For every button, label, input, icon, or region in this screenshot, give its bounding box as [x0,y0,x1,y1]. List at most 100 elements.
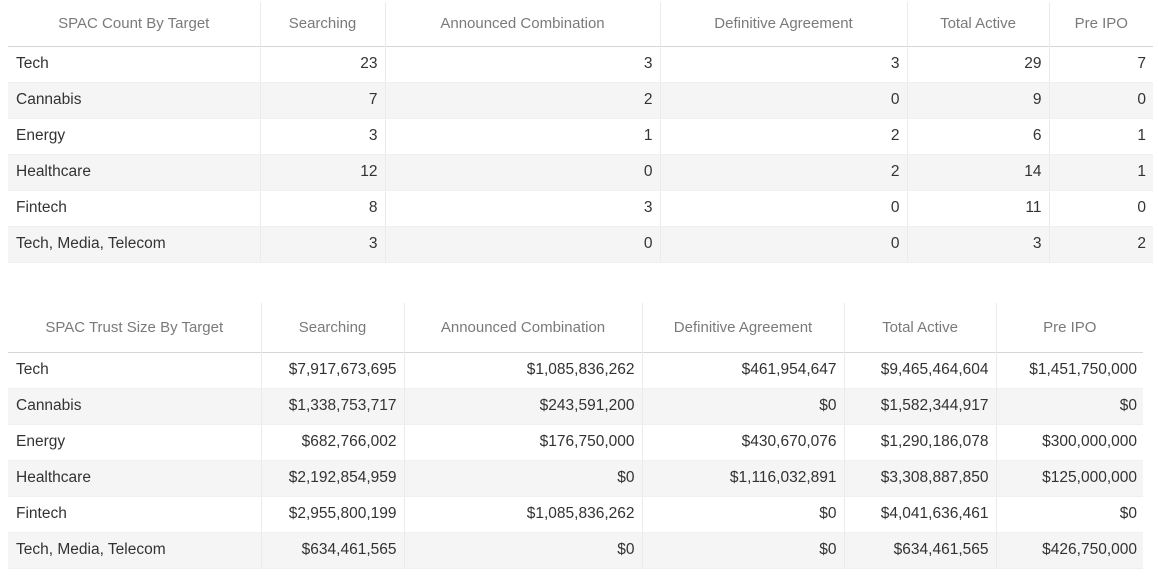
announced-combination-cell: 2 [384,82,660,119]
table-row: Healthcare 12 0 2 14 1 [8,154,1153,191]
table-row: Fintech 8 3 0 11 0 [8,190,1153,227]
definitive-agreement-cell: 2 [659,118,907,155]
announced-combination-cell: 1 [384,118,660,155]
total-active-cell: $1,582,344,917 [843,388,996,425]
searching-cell: $2,955,800,199 [260,496,404,533]
total-active-cell: $634,461,565 [843,532,996,569]
announced-combination-cell: $243,591,200 [403,388,642,425]
searching-cell: 3 [259,226,385,263]
column-header-announced-combination[interactable]: Announced Combination [403,303,642,352]
pre-ipo-cell: $1,451,750,000 [995,352,1143,389]
searching-cell: 3 [259,118,385,155]
column-header-pre-ipo[interactable]: Pre IPO [1048,2,1153,46]
pre-ipo-cell: 0 [1048,82,1153,119]
table-header-row: SPAC Count By Target Searching Announced… [8,2,1153,46]
definitive-agreement-cell: $0 [641,532,844,569]
total-active-cell: 3 [906,226,1049,263]
searching-cell: 8 [259,190,385,227]
column-header-searching[interactable]: Searching [260,303,404,352]
definitive-agreement-cell: $430,670,076 [641,424,844,461]
table-row: Tech 23 3 3 29 7 [8,46,1153,83]
searching-cell: 12 [259,154,385,191]
column-header-total-active[interactable]: Total Active [843,303,996,352]
announced-combination-cell: 0 [384,154,660,191]
column-header-searching[interactable]: Searching [259,2,385,46]
target-cell: Energy [8,424,261,461]
target-cell: Fintech [8,190,260,227]
total-active-cell: 11 [906,190,1049,227]
table-row: Tech, Media, Telecom $634,461,565 $0 $0 $634… [8,532,1143,569]
pre-ipo-cell: $0 [995,496,1143,533]
definitive-agreement-cell: 3 [659,46,907,83]
target-cell: Cannabis [8,82,260,119]
announced-combination-cell: 0 [384,226,660,263]
column-header-pre-ipo[interactable]: Pre IPO [995,303,1143,352]
total-active-cell: 14 [906,154,1049,191]
target-cell: Fintech [8,496,261,533]
target-cell: Tech [8,352,261,389]
announced-combination-cell: $176,750,000 [403,424,642,461]
column-header-announced-combination[interactable]: Announced Combination [384,2,660,46]
total-active-cell: $1,290,186,078 [843,424,996,461]
target-cell: Healthcare [8,460,261,497]
searching-cell: $7,917,673,695 [260,352,404,389]
target-cell: Tech, Media, Telecom [8,532,261,569]
table-row: Tech, Media, Telecom 3 0 0 3 2 [8,226,1153,263]
pre-ipo-cell: $426,750,000 [995,532,1143,569]
searching-cell: $1,338,753,717 [260,388,404,425]
definitive-agreement-cell: 2 [659,154,907,191]
target-cell: Tech, Media, Telecom [8,226,260,263]
definitive-agreement-cell: 0 [659,82,907,119]
announced-combination-cell: $0 [403,532,642,569]
definitive-agreement-cell: $1,116,032,891 [641,460,844,497]
total-active-cell: 6 [906,118,1049,155]
target-cell: Cannabis [8,388,261,425]
searching-cell: $2,192,854,959 [260,460,404,497]
table-row: Fintech $2,955,800,199 $1,085,836,262 $0 $4,… [8,496,1143,533]
column-header-definitive-agreement[interactable]: Definitive Agreement [659,2,907,46]
target-cell: Healthcare [8,154,260,191]
pre-ipo-cell: $300,000,000 [995,424,1143,461]
target-cell: Energy [8,118,260,155]
searching-cell: $682,766,002 [260,424,404,461]
searching-cell: 7 [259,82,385,119]
pre-ipo-cell: $125,000,000 [995,460,1143,497]
table-row: Energy $682,766,002 $176,750,000 $430,670,0… [8,424,1143,461]
target-cell: Tech [8,46,260,83]
searching-cell: 23 [259,46,385,83]
spac-trust-size-table: SPAC Trust Size By Target Searching Anno… [8,303,1143,569]
pre-ipo-cell: $0 [995,388,1143,425]
pre-ipo-cell: 1 [1048,154,1153,191]
total-active-cell: 29 [906,46,1049,83]
definitive-agreement-cell: $461,954,647 [641,352,844,389]
searching-cell: $634,461,565 [260,532,404,569]
definitive-agreement-cell: 0 [659,190,907,227]
pre-ipo-cell: 2 [1048,226,1153,263]
definitive-agreement-cell: 0 [659,226,907,263]
total-active-cell: 9 [906,82,1049,119]
total-active-cell: $3,308,887,850 [843,460,996,497]
spac-count-table: SPAC Count By Target Searching Announced… [8,2,1153,263]
table-row: Energy 3 1 2 6 1 [8,118,1153,155]
pre-ipo-cell: 1 [1048,118,1153,155]
announced-combination-cell: 3 [384,190,660,227]
announced-combination-cell: $0 [403,460,642,497]
table-row: Cannabis $1,338,753,717 $243,591,200 $0 $1,5… [8,388,1143,425]
total-active-cell: $4,041,636,461 [843,496,996,533]
definitive-agreement-cell: $0 [641,388,844,425]
announced-combination-cell: $1,085,836,262 [403,496,642,533]
table-header-row: SPAC Trust Size By Target Searching Anno… [8,303,1143,352]
column-header-definitive-agreement[interactable]: Definitive Agreement [641,303,844,352]
pre-ipo-cell: 7 [1048,46,1153,83]
table-row: Cannabis 7 2 0 9 0 [8,82,1153,119]
table-row: Tech $7,917,673,695 $1,085,836,262 $461,954… [8,352,1143,389]
column-header-total-active[interactable]: Total Active [906,2,1049,46]
column-header-target[interactable]: SPAC Trust Size By Target [45,318,224,336]
table-row: Healthcare $2,192,854,959 $0 $1,116,032,891… [8,460,1143,497]
total-active-cell: $9,465,464,604 [843,352,996,389]
definitive-agreement-cell: $0 [641,496,844,533]
announced-combination-cell: 3 [384,46,660,83]
column-header-target[interactable]: SPAC Count By Target [58,15,210,33]
pre-ipo-cell: 0 [1048,190,1153,227]
announced-combination-cell: $1,085,836,262 [403,352,642,389]
